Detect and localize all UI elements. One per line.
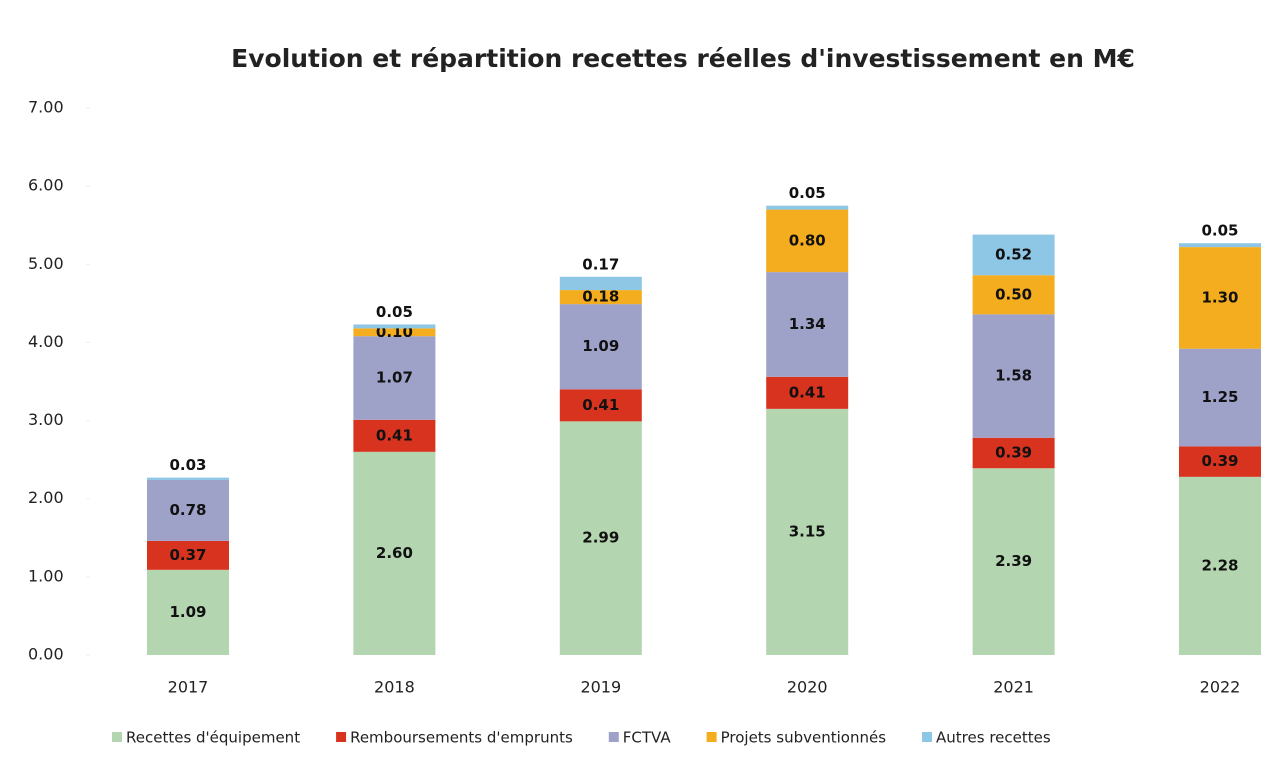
bar-segment: [353, 419, 436, 452]
bar-segment: [559, 389, 642, 422]
y-tick-label: 1.00: [28, 566, 64, 585]
y-tick-label: 5.00: [28, 254, 64, 273]
bar-segment: [972, 234, 1055, 276]
x-tick-label: 2020: [787, 678, 828, 697]
data-label: 0.37: [169, 546, 206, 564]
bar-segment: [559, 276, 642, 291]
bar-segment: [353, 324, 436, 329]
data-label: 1.07: [376, 368, 413, 386]
legend-label: Remboursements d'emprunts: [350, 729, 573, 747]
bar-segment: [1179, 348, 1261, 447]
data-label: 1.25: [1201, 388, 1238, 406]
bar-segment: [147, 477, 229, 480]
bar-segment: [147, 479, 229, 541]
data-label: 0.41: [789, 383, 826, 401]
legend-label: Projets subventionnés: [721, 729, 887, 747]
bar-segment: [766, 408, 849, 655]
bar-segment: [147, 569, 229, 655]
data-label: 0.80: [789, 231, 826, 249]
data-label: 2.28: [1201, 556, 1238, 574]
data-label: 0.78: [169, 501, 206, 519]
data-label: 2.60: [376, 544, 413, 562]
bar-segment: [1179, 247, 1261, 349]
data-label: 0.50: [995, 285, 1032, 303]
legend-swatch: [706, 732, 717, 742]
x-tick-label: 2022: [1200, 678, 1241, 697]
bar-segment: [1179, 446, 1261, 477]
legend-label: Autres recettes: [936, 729, 1051, 747]
x-tick-label: 2017: [168, 678, 209, 697]
x-tick-label: 2018: [374, 678, 415, 697]
bar-segment: [559, 421, 642, 655]
x-tick-label: 2021: [993, 678, 1034, 697]
bar-segment: [766, 205, 849, 210]
data-label: 1.30: [1201, 288, 1238, 306]
bar-segment: [353, 336, 436, 420]
x-tick-label: 2019: [580, 678, 621, 697]
bar-segment: [972, 275, 1055, 315]
y-tick-label: 7.00: [28, 98, 64, 117]
bar-segment: [766, 209, 849, 273]
data-label: 0.05: [376, 303, 413, 321]
bar-segment: [972, 314, 1055, 438]
data-label: 1.34: [789, 315, 826, 333]
y-tick-label: 6.00: [28, 176, 64, 195]
y-tick-label: 3.00: [28, 410, 64, 429]
data-label: 1.58: [995, 367, 1032, 385]
legend-swatch: [336, 732, 347, 742]
data-label: 1.09: [582, 337, 619, 355]
legend-label: Recettes d'équipement: [126, 729, 300, 747]
bar-segment: [766, 272, 849, 377]
data-label: 0.05: [1201, 222, 1238, 240]
bar-segment: [1179, 476, 1261, 655]
bar-segment: [559, 290, 642, 305]
legend-label: FCTVA: [623, 729, 672, 747]
y-tick-label: 2.00: [28, 488, 64, 507]
bar-segment: [766, 376, 849, 409]
bar-segment: [972, 437, 1055, 469]
data-label: 2.99: [582, 529, 619, 547]
chart-title: Evolution et répartition recettes réelle…: [231, 44, 1135, 73]
legend-swatch: [608, 732, 619, 742]
y-tick-label: 0.00: [28, 645, 64, 664]
data-label: 2.39: [995, 552, 1032, 570]
data-label: 0.41: [376, 426, 413, 444]
data-label: 0.03: [169, 456, 206, 474]
data-label: 0.39: [1201, 452, 1238, 470]
bar-segment: [147, 540, 229, 570]
legend-swatch: [922, 732, 933, 742]
legend-swatch: [112, 732, 122, 742]
data-label: 0.52: [995, 245, 1032, 263]
bar-segment: [972, 468, 1055, 655]
bar-segment: [353, 328, 436, 337]
data-label: 0.05: [789, 184, 826, 202]
data-label: 0.41: [582, 396, 619, 414]
bar-segment: [1179, 243, 1261, 248]
data-label: 1.09: [169, 603, 206, 621]
data-label: 0.17: [582, 255, 619, 273]
bar-segment: [353, 451, 436, 655]
data-label: 0.18: [582, 288, 619, 306]
data-label: 0.39: [995, 444, 1032, 462]
bar-segment: [559, 304, 642, 390]
y-tick-label: 4.00: [28, 332, 64, 351]
data-label: 3.15: [789, 522, 826, 540]
